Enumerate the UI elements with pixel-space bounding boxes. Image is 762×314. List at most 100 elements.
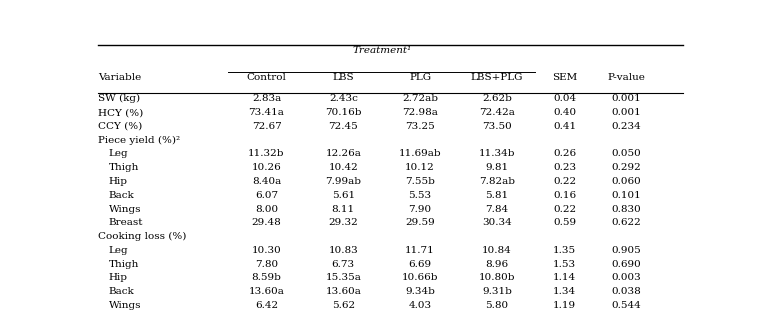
Text: 7.55b: 7.55b xyxy=(405,177,435,186)
Text: 10.83: 10.83 xyxy=(328,246,358,255)
Text: 73.25: 73.25 xyxy=(405,122,435,131)
Text: Control: Control xyxy=(247,73,287,82)
Text: LBS+PLG: LBS+PLG xyxy=(471,73,523,82)
Text: 7.99ab: 7.99ab xyxy=(325,177,361,186)
Text: 8.40a: 8.40a xyxy=(252,177,281,186)
Text: 5.81: 5.81 xyxy=(485,191,508,200)
Text: 0.060: 0.060 xyxy=(612,177,642,186)
Text: Back: Back xyxy=(109,287,135,296)
Text: 2.72ab: 2.72ab xyxy=(402,94,438,103)
Text: 10.66b: 10.66b xyxy=(402,273,438,282)
Text: 2.62b: 2.62b xyxy=(482,94,512,103)
Text: 0.101: 0.101 xyxy=(612,191,642,200)
Text: 11.32b: 11.32b xyxy=(248,149,285,158)
Text: 9.34b: 9.34b xyxy=(405,287,435,296)
Text: 29.59: 29.59 xyxy=(405,218,435,227)
Text: 7.84: 7.84 xyxy=(485,204,508,214)
Text: 0.26: 0.26 xyxy=(553,149,576,158)
Text: 11.34b: 11.34b xyxy=(479,149,515,158)
Text: 2.43c: 2.43c xyxy=(329,94,357,103)
Text: 9.81: 9.81 xyxy=(485,163,508,172)
Text: SW (kg): SW (kg) xyxy=(98,94,140,103)
Text: P-value: P-value xyxy=(608,73,645,82)
Text: 0.050: 0.050 xyxy=(612,149,642,158)
Text: 70.16b: 70.16b xyxy=(325,108,361,117)
Text: Cooking loss (%): Cooking loss (%) xyxy=(98,232,187,241)
Text: 0.40: 0.40 xyxy=(553,108,576,117)
Text: 0.23: 0.23 xyxy=(553,163,576,172)
Text: PLG: PLG xyxy=(409,73,431,82)
Text: 72.45: 72.45 xyxy=(328,122,358,131)
Text: 10.84: 10.84 xyxy=(482,246,512,255)
Text: 7.82ab: 7.82ab xyxy=(479,177,515,186)
Text: Wings: Wings xyxy=(109,204,141,214)
Text: 29.32: 29.32 xyxy=(328,218,358,227)
Text: 1.35: 1.35 xyxy=(553,246,576,255)
Text: 11.71: 11.71 xyxy=(405,246,435,255)
Text: Thigh: Thigh xyxy=(109,163,139,172)
Text: 72.42a: 72.42a xyxy=(479,108,515,117)
Text: 6.73: 6.73 xyxy=(331,260,355,269)
Text: 12.26a: 12.26a xyxy=(325,149,361,158)
Text: 6.69: 6.69 xyxy=(408,260,431,269)
Text: HCY (%): HCY (%) xyxy=(98,108,143,117)
Text: Back: Back xyxy=(109,191,135,200)
Text: SEM: SEM xyxy=(552,73,578,82)
Text: 0.234: 0.234 xyxy=(612,122,642,131)
Text: 29.48: 29.48 xyxy=(251,218,281,227)
Text: 0.59: 0.59 xyxy=(553,218,576,227)
Text: 8.00: 8.00 xyxy=(255,204,278,214)
Text: 1.14: 1.14 xyxy=(553,273,576,282)
Text: 0.001: 0.001 xyxy=(612,108,642,117)
Text: 72.98a: 72.98a xyxy=(402,108,438,117)
Text: Hip: Hip xyxy=(109,273,128,282)
Text: 8.96: 8.96 xyxy=(485,260,508,269)
Text: 10.26: 10.26 xyxy=(251,163,281,172)
Text: 1.19: 1.19 xyxy=(553,301,576,310)
Text: 0.830: 0.830 xyxy=(612,204,642,214)
Text: 4.03: 4.03 xyxy=(408,301,431,310)
Text: 11.69ab: 11.69ab xyxy=(399,149,441,158)
Text: 0.544: 0.544 xyxy=(612,301,642,310)
Text: 7.80: 7.80 xyxy=(255,260,278,269)
Text: 10.30: 10.30 xyxy=(251,246,281,255)
Text: Leg: Leg xyxy=(109,149,129,158)
Text: Leg: Leg xyxy=(109,246,129,255)
Text: Treatment¹: Treatment¹ xyxy=(352,46,411,55)
Text: 73.50: 73.50 xyxy=(482,122,512,131)
Text: 1.34: 1.34 xyxy=(553,287,576,296)
Text: 0.001: 0.001 xyxy=(612,94,642,103)
Text: 10.12: 10.12 xyxy=(405,163,435,172)
Text: 0.04: 0.04 xyxy=(553,94,576,103)
Text: 0.22: 0.22 xyxy=(553,204,576,214)
Text: 0.003: 0.003 xyxy=(612,273,642,282)
Text: 0.22: 0.22 xyxy=(553,177,576,186)
Text: 0.16: 0.16 xyxy=(553,191,576,200)
Text: 5.53: 5.53 xyxy=(408,191,431,200)
Text: 5.80: 5.80 xyxy=(485,301,508,310)
Text: 0.690: 0.690 xyxy=(612,260,642,269)
Text: Variable: Variable xyxy=(98,73,142,82)
Text: 15.35a: 15.35a xyxy=(325,273,361,282)
Text: 0.622: 0.622 xyxy=(612,218,642,227)
Text: Piece yield (%)²: Piece yield (%)² xyxy=(98,136,181,145)
Text: 0.41: 0.41 xyxy=(553,122,576,131)
Text: 10.80b: 10.80b xyxy=(479,273,515,282)
Text: 13.60a: 13.60a xyxy=(248,287,284,296)
Text: Wings: Wings xyxy=(109,301,141,310)
Text: 6.42: 6.42 xyxy=(255,301,278,310)
Text: CCY (%): CCY (%) xyxy=(98,122,142,131)
Text: 0.292: 0.292 xyxy=(612,163,642,172)
Text: 2.83a: 2.83a xyxy=(252,94,281,103)
Text: 1.53: 1.53 xyxy=(553,260,576,269)
Text: 30.34: 30.34 xyxy=(482,218,512,227)
Text: 73.41a: 73.41a xyxy=(248,108,284,117)
Text: 72.67: 72.67 xyxy=(251,122,281,131)
Text: 5.61: 5.61 xyxy=(331,191,355,200)
Text: 13.60a: 13.60a xyxy=(325,287,361,296)
Text: Hip: Hip xyxy=(109,177,128,186)
Text: 0.038: 0.038 xyxy=(612,287,642,296)
Text: Breast: Breast xyxy=(109,218,143,227)
Text: 10.42: 10.42 xyxy=(328,163,358,172)
Text: 5.62: 5.62 xyxy=(331,301,355,310)
